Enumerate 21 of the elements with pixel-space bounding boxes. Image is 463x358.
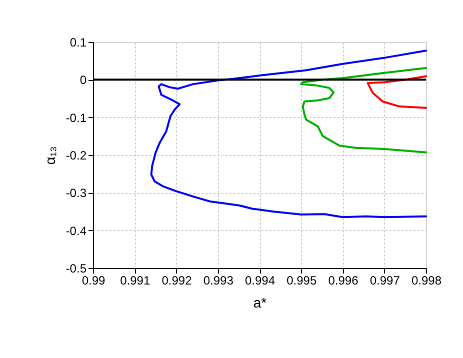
x-tick-label: 0.993	[203, 274, 234, 288]
x-tick-label: 0.994	[244, 274, 276, 288]
line-series	[150, 50, 427, 218]
y-tick-label: -0.1	[66, 110, 87, 125]
x-axis-title: a*	[253, 294, 268, 310]
x-tick-label: 0.997	[370, 274, 400, 288]
x-tick-label: 0.991	[120, 274, 150, 288]
x-tick-label: 0.992	[162, 274, 192, 288]
y-tick-label: 0	[80, 73, 87, 88]
line-series	[300, 66, 427, 154]
x-tick-label: 0.998	[411, 274, 442, 288]
x-tick-label: 0.996	[328, 274, 359, 288]
y-axis-title: α₁₃	[42, 146, 58, 165]
y-tick-label: 0.1	[70, 36, 87, 50]
y-tick-label: -0.3	[66, 186, 87, 200]
y-tick-label: -0.2	[66, 148, 87, 162]
y-tick-label: -0.4	[66, 224, 87, 238]
y-tick-label: -0.5	[66, 262, 87, 276]
x-tick-label: 0.995	[286, 274, 317, 288]
line-series	[366, 75, 427, 109]
x-tick-label: 0.99	[82, 274, 106, 288]
